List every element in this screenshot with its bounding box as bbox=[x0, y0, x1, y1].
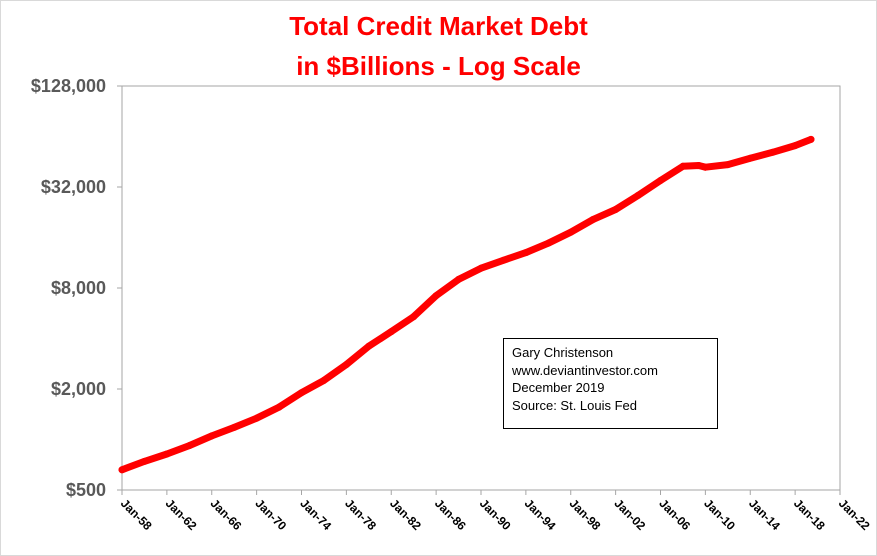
data-point bbox=[298, 389, 305, 397]
data-point bbox=[140, 457, 148, 465]
x-tick-label: Jan-22 bbox=[836, 496, 873, 533]
x-tick-label: Jan-06 bbox=[656, 496, 693, 533]
data-point bbox=[253, 414, 261, 422]
x-tick-label: Jan-94 bbox=[522, 496, 559, 533]
data-point bbox=[432, 292, 440, 300]
chart-title-block: Total Credit Market Debt in $Billions - … bbox=[0, 6, 877, 86]
x-tick-label: Jan-98 bbox=[567, 496, 604, 533]
data-point bbox=[634, 191, 642, 199]
data-point bbox=[230, 423, 238, 431]
y-tick-label: $2,000 bbox=[51, 379, 106, 399]
data-point bbox=[477, 264, 485, 272]
y-tick-label: $32,000 bbox=[41, 177, 106, 197]
data-point bbox=[567, 228, 575, 236]
data-point bbox=[163, 450, 171, 458]
data-point bbox=[365, 342, 373, 350]
data-point bbox=[724, 161, 732, 169]
data-point bbox=[410, 313, 418, 321]
data-point bbox=[387, 328, 395, 336]
chart-title: Total Credit Market Debt bbox=[289, 11, 588, 41]
data-point bbox=[208, 432, 216, 440]
x-tick-label: Jan-10 bbox=[701, 496, 738, 533]
x-tick-label: Jan-78 bbox=[342, 496, 379, 533]
annotation-date: December 2019 bbox=[512, 380, 605, 395]
annotation-website: www.deviantinvestor.com bbox=[512, 362, 658, 378]
data-point bbox=[695, 162, 703, 169]
annotation-source: Source: St. Louis Fed bbox=[512, 397, 638, 413]
x-tick-label: Jan-02 bbox=[612, 496, 649, 533]
y-tick-label: $500 bbox=[66, 480, 106, 500]
x-tick-label: Jan-18 bbox=[791, 496, 828, 533]
data-point bbox=[320, 376, 328, 384]
x-tick-label: Jan-82 bbox=[387, 496, 424, 533]
x-tick-label: Jan-74 bbox=[297, 496, 334, 533]
y-tick-label: $8,000 bbox=[51, 278, 106, 298]
x-tick-label: Jan-14 bbox=[746, 496, 783, 533]
x-tick-label: Jan-70 bbox=[253, 496, 290, 533]
x-tick-label: Jan-86 bbox=[432, 496, 469, 533]
x-tick-label: Jan-90 bbox=[477, 496, 514, 533]
data-point bbox=[769, 148, 777, 156]
data-point bbox=[701, 163, 709, 171]
data-point bbox=[275, 403, 283, 411]
data-point bbox=[679, 162, 687, 170]
data-point bbox=[807, 135, 815, 143]
chart-subtitle: in $Billions - Log Scale bbox=[296, 51, 581, 81]
data-point bbox=[499, 256, 507, 264]
annotation-author: Gary Christenson bbox=[512, 345, 614, 360]
x-tick-label: Jan-62 bbox=[163, 496, 200, 533]
data-point bbox=[455, 275, 463, 283]
x-tick-label: Jan-58 bbox=[118, 496, 155, 533]
data-point bbox=[118, 466, 126, 474]
x-tick-label: Jan-66 bbox=[208, 496, 245, 533]
y-tick-label: $128,000 bbox=[31, 76, 106, 96]
data-point bbox=[791, 142, 799, 150]
data-point bbox=[612, 206, 620, 213]
data-point bbox=[522, 249, 530, 257]
data-point bbox=[544, 239, 552, 247]
data-point bbox=[746, 154, 754, 162]
source-annotation-box: Gary Christenson www.deviantinvestor.com… bbox=[503, 338, 718, 429]
data-point bbox=[657, 177, 664, 184]
data-point bbox=[342, 361, 350, 368]
data-point bbox=[589, 215, 597, 223]
data-point bbox=[185, 442, 193, 450]
